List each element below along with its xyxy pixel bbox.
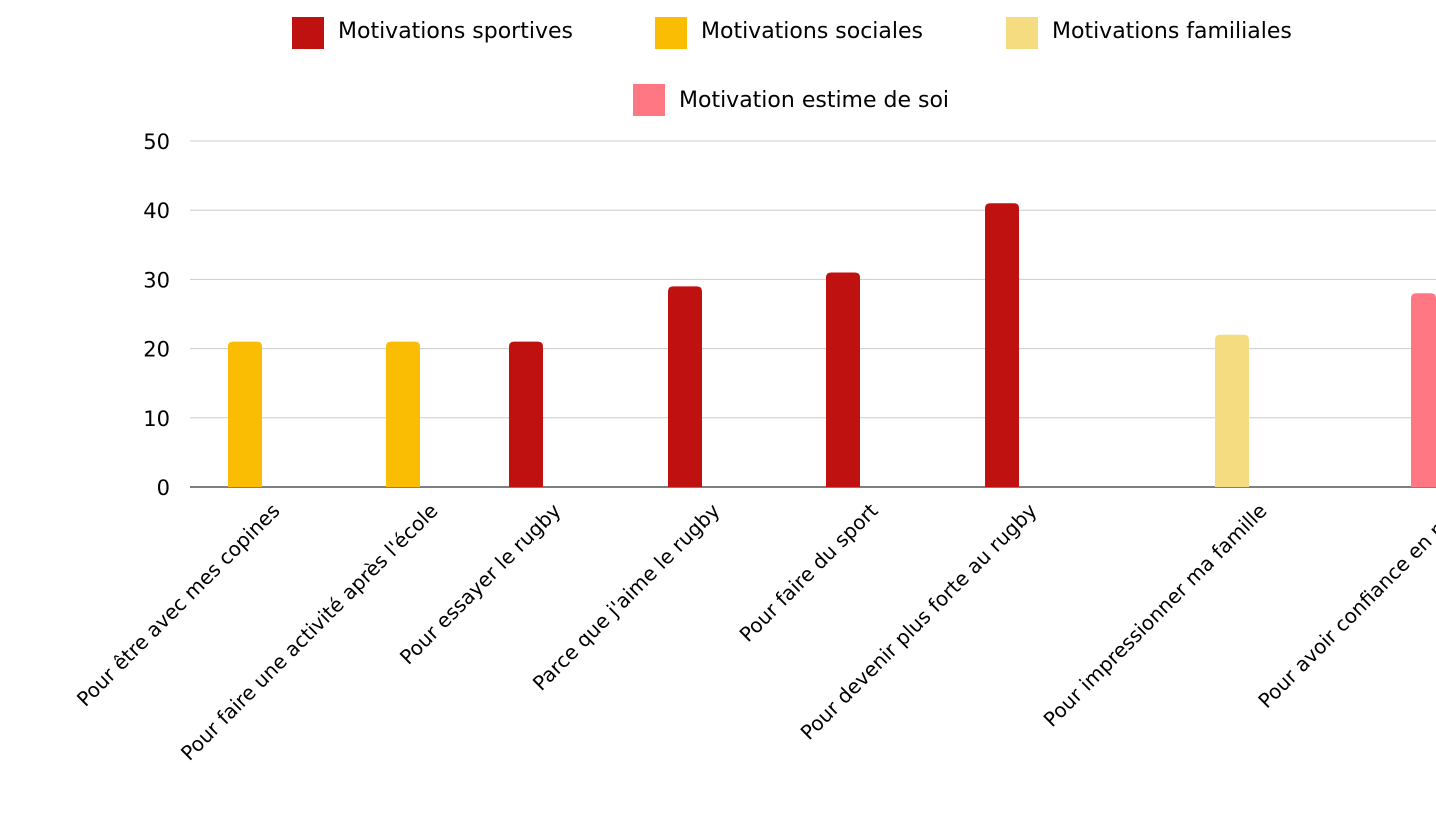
bar-pour-essayer-le-rugby — [509, 341, 543, 487]
legend: Motivations sportives Motivations sociale… — [292, 17, 1292, 116]
bar-pour-devenir-plus-forte-au-rugby — [985, 203, 1019, 487]
x-tick-label-parce-que-j-aime-le-rugby: Parce que j'aime le rugby — [528, 498, 725, 695]
y-tick-label-50: 50 — [143, 130, 170, 154]
bar-pour-impressionner-ma-famille — [1215, 334, 1249, 487]
y-tick-label-0: 0 — [157, 476, 170, 500]
bar-pour-etre-avec-mes-copines — [228, 341, 262, 487]
legend-label-motivations-sociales: Motivations sociales — [701, 19, 923, 44]
legend-swatch-motivations-sociales — [655, 17, 687, 49]
x-tick-label-pour-faire-du-sport: Pour faire du sport — [735, 498, 883, 646]
bar-pour-faire-du-sport — [826, 272, 860, 487]
bars — [228, 203, 1436, 487]
legend-swatch-motivations-familiales — [1006, 17, 1038, 49]
y-tick-label-30: 30 — [143, 268, 170, 292]
gridlines — [190, 140, 1436, 488]
y-axis: 0 10 20 30 40 50 — [143, 130, 170, 500]
bar-pour-avoir-confiance-en-moi — [1411, 293, 1436, 487]
bar-parce-que-j-aime-le-rugby — [668, 286, 702, 487]
legend-swatch-motivations-sportives — [292, 17, 324, 49]
x-tick-label-pour-impressionner-ma-famille: Pour impressionner ma famille — [1039, 499, 1272, 732]
x-tick-label-pour-faire-une-activite-apres-l-ecole: Pour faire une activité après l'école — [176, 499, 443, 766]
legend-swatch-motivation-estime-de-soi — [633, 84, 665, 116]
legend-label-motivation-estime-de-soi: Motivation estime de soi — [679, 88, 949, 113]
y-tick-label-40: 40 — [143, 199, 170, 223]
y-tick-label-10: 10 — [143, 407, 170, 431]
legend-label-motivations-sportives: Motivations sportives — [338, 19, 573, 44]
x-tick-label-pour-avoir-confiance-en-moi: Pour avoir confiance en moi — [1253, 499, 1436, 713]
y-tick-label-20: 20 — [143, 338, 170, 362]
bar-pour-faire-une-activite-apres-l-ecole — [386, 341, 420, 487]
legend-label-motivations-familiales: Motivations familiales — [1052, 19, 1292, 44]
